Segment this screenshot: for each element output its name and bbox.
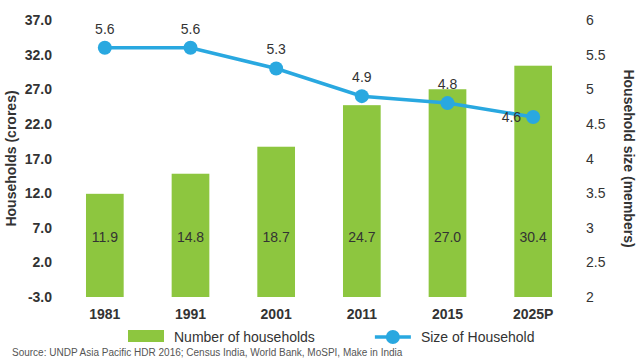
bar-label: 27.0 [434, 229, 461, 245]
bar-label: 18.7 [263, 229, 290, 245]
bar [343, 105, 381, 297]
line-marker [355, 89, 369, 103]
x-tick-label: 1981 [89, 306, 120, 322]
x-tick-label: 1991 [175, 306, 206, 322]
y-tick-label: 27.0 [25, 81, 52, 97]
y2-tick-label: 3 [586, 220, 594, 236]
bar [429, 89, 467, 297]
y2-axis-title: Household size (members) [621, 69, 637, 247]
data-labels: 11.9 14.8 18.7 24.7 27.0 30.4 5.6 5.6 5.3 4.9 4.8 4… [92, 21, 547, 245]
y2-tick-label: 4.5 [586, 116, 606, 132]
bar [172, 174, 210, 297]
y2-tick-label: 5 [586, 81, 594, 97]
line-label: 5.6 [181, 21, 201, 37]
bar [514, 66, 552, 297]
y2-tick-label: 2.5 [586, 254, 606, 270]
bar-label: 14.8 [177, 229, 204, 245]
x-tick-label: 2015 [432, 306, 463, 322]
y-tick-label: 22.0 [25, 116, 52, 132]
y-axis-title: Households (crores) [3, 90, 19, 226]
y-tick-label: 12.0 [25, 185, 52, 201]
legend-swatch [128, 330, 164, 342]
y-tick-label: 2.0 [33, 254, 53, 270]
legend-label: Number of households [174, 329, 315, 345]
x-tick-label: 2001 [261, 306, 292, 322]
line-label: 5.3 [266, 41, 286, 57]
line-label: 4.9 [352, 69, 372, 85]
line-marker [526, 110, 540, 124]
bar-label: 30.4 [520, 229, 547, 245]
line-label: 4.6 [502, 109, 522, 125]
y2-tick-label: 6 [586, 12, 594, 28]
bar-label: 24.7 [348, 229, 375, 245]
y2-tick-label: 4 [586, 151, 594, 167]
line-marker [184, 41, 198, 55]
y2-tick-label: 2 [586, 289, 594, 305]
y-tick-label: 37.0 [25, 12, 52, 28]
y-tick-label: 32.0 [25, 47, 52, 63]
bar-label: 11.9 [92, 229, 118, 245]
line-marker [98, 41, 112, 55]
marks [86, 41, 552, 297]
y-tick-label: 7.0 [33, 220, 53, 236]
x-tick-label: 2011 [347, 306, 378, 322]
legend-label: Size of Household [421, 329, 535, 345]
line-label: 4.8 [438, 76, 458, 92]
y-tick-label: 17.0 [25, 151, 52, 167]
line-marker [441, 96, 455, 110]
y2-tick-label: 5.5 [586, 47, 606, 63]
y-tick-label: -3.0 [28, 289, 52, 305]
line-marker [269, 61, 283, 75]
legend-marker [386, 330, 400, 344]
line-label: 5.6 [95, 21, 115, 37]
line [105, 48, 533, 117]
bar [257, 147, 295, 297]
y2-tick-label: 3.5 [586, 185, 606, 201]
x-tick-label: 2025P [513, 306, 553, 322]
source-note: Source: UNDP Asia Pacific HDR 2016; Cens… [12, 347, 403, 358]
bar [86, 194, 124, 297]
legend: Number of households Size of Household [128, 329, 535, 345]
chart: -3.0 2.0 7.0 12.0 17.0 22.0 27.0 32.0 37.0 2 2.5 3 3… [0, 0, 640, 360]
